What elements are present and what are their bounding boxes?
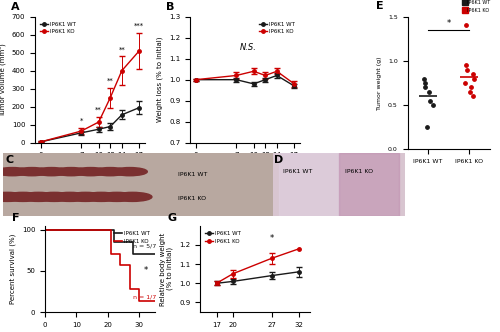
Text: **: ** (118, 46, 125, 53)
Y-axis label: Weight loss (% to initial): Weight loss (% to initial) (157, 37, 164, 123)
Y-axis label: Relative body weight
(% to initial): Relative body weight (% to initial) (160, 232, 173, 305)
Text: F: F (12, 213, 20, 223)
Legend: IP6K1 WT, IP6K1 KO: IP6K1 WT, IP6K1 KO (462, 0, 492, 14)
Point (420, 80, 428, 86)
Text: IP6K1 KO: IP6K1 KO (346, 169, 374, 174)
Point (462, 63, 470, 68)
Circle shape (34, 192, 74, 202)
Circle shape (73, 168, 108, 176)
Circle shape (82, 192, 120, 202)
Point (462, 67, 470, 72)
Text: N.S.: N.S. (240, 43, 256, 52)
Circle shape (0, 168, 30, 176)
Point (420, 85, 428, 90)
Point (423, 124, 431, 130)
Point (466, 89, 474, 95)
Circle shape (0, 192, 26, 202)
Text: *: * (270, 234, 274, 243)
Bar (278, 153, 339, 216)
Circle shape (34, 168, 69, 176)
Point (460, 80, 468, 86)
Circle shape (113, 192, 152, 202)
Text: G: G (167, 213, 176, 223)
Circle shape (19, 192, 58, 202)
Point (468, 85, 475, 90)
X-axis label: Days after tumor implantation: Days after tumor implantation (192, 164, 298, 170)
Point (426, 98, 434, 103)
Circle shape (92, 168, 128, 176)
Text: E: E (376, 1, 384, 11)
Text: IP6K1 KO: IP6K1 KO (178, 196, 206, 201)
Circle shape (98, 192, 136, 202)
Legend: IP6K1 WT, IP6K1 KO: IP6K1 WT, IP6K1 KO (203, 228, 243, 246)
Legend: IP6K1 WT, IP6K1 KO: IP6K1 WT, IP6K1 KO (38, 19, 78, 37)
X-axis label: Days after tumor implantation: Days after tumor implantation (37, 164, 143, 170)
Y-axis label: Tumor weight (g): Tumor weight (g) (378, 56, 382, 110)
Text: C: C (5, 155, 14, 165)
Text: D: D (274, 155, 283, 165)
Point (425, 89, 433, 95)
Point (470, 76, 478, 81)
Y-axis label: Tumor volume (mm³): Tumor volume (mm³) (0, 43, 6, 117)
Text: IP6K1 WT: IP6K1 WT (178, 172, 208, 177)
Circle shape (66, 192, 105, 202)
Legend: IP6K1 WT, IP6K1 KO: IP6K1 WT, IP6K1 KO (112, 228, 152, 246)
Bar (339, 153, 399, 216)
Text: **: ** (96, 107, 102, 113)
Circle shape (50, 192, 90, 202)
Circle shape (54, 168, 88, 176)
Y-axis label: Percent survival (%): Percent survival (%) (10, 234, 16, 304)
Text: A: A (11, 2, 20, 12)
Text: n = 1/7: n = 1/7 (133, 294, 156, 299)
Point (462, 23, 470, 28)
Text: *: * (446, 19, 451, 28)
Circle shape (112, 168, 148, 176)
Text: IP6K1 WT: IP6K1 WT (283, 169, 312, 174)
Text: *: * (80, 118, 83, 124)
Circle shape (14, 168, 50, 176)
Text: n = 5/7: n = 5/7 (133, 244, 156, 249)
Legend: IP6K1 WT, IP6K1 KO: IP6K1 WT, IP6K1 KO (257, 19, 297, 37)
Point (468, 71, 476, 77)
Point (420, 76, 428, 81)
Text: **: ** (107, 78, 114, 84)
Text: B: B (166, 2, 174, 12)
Text: ***: *** (134, 23, 144, 29)
Point (469, 94, 477, 99)
Circle shape (4, 192, 42, 202)
Point (428, 103, 436, 108)
Text: *: * (144, 267, 148, 276)
